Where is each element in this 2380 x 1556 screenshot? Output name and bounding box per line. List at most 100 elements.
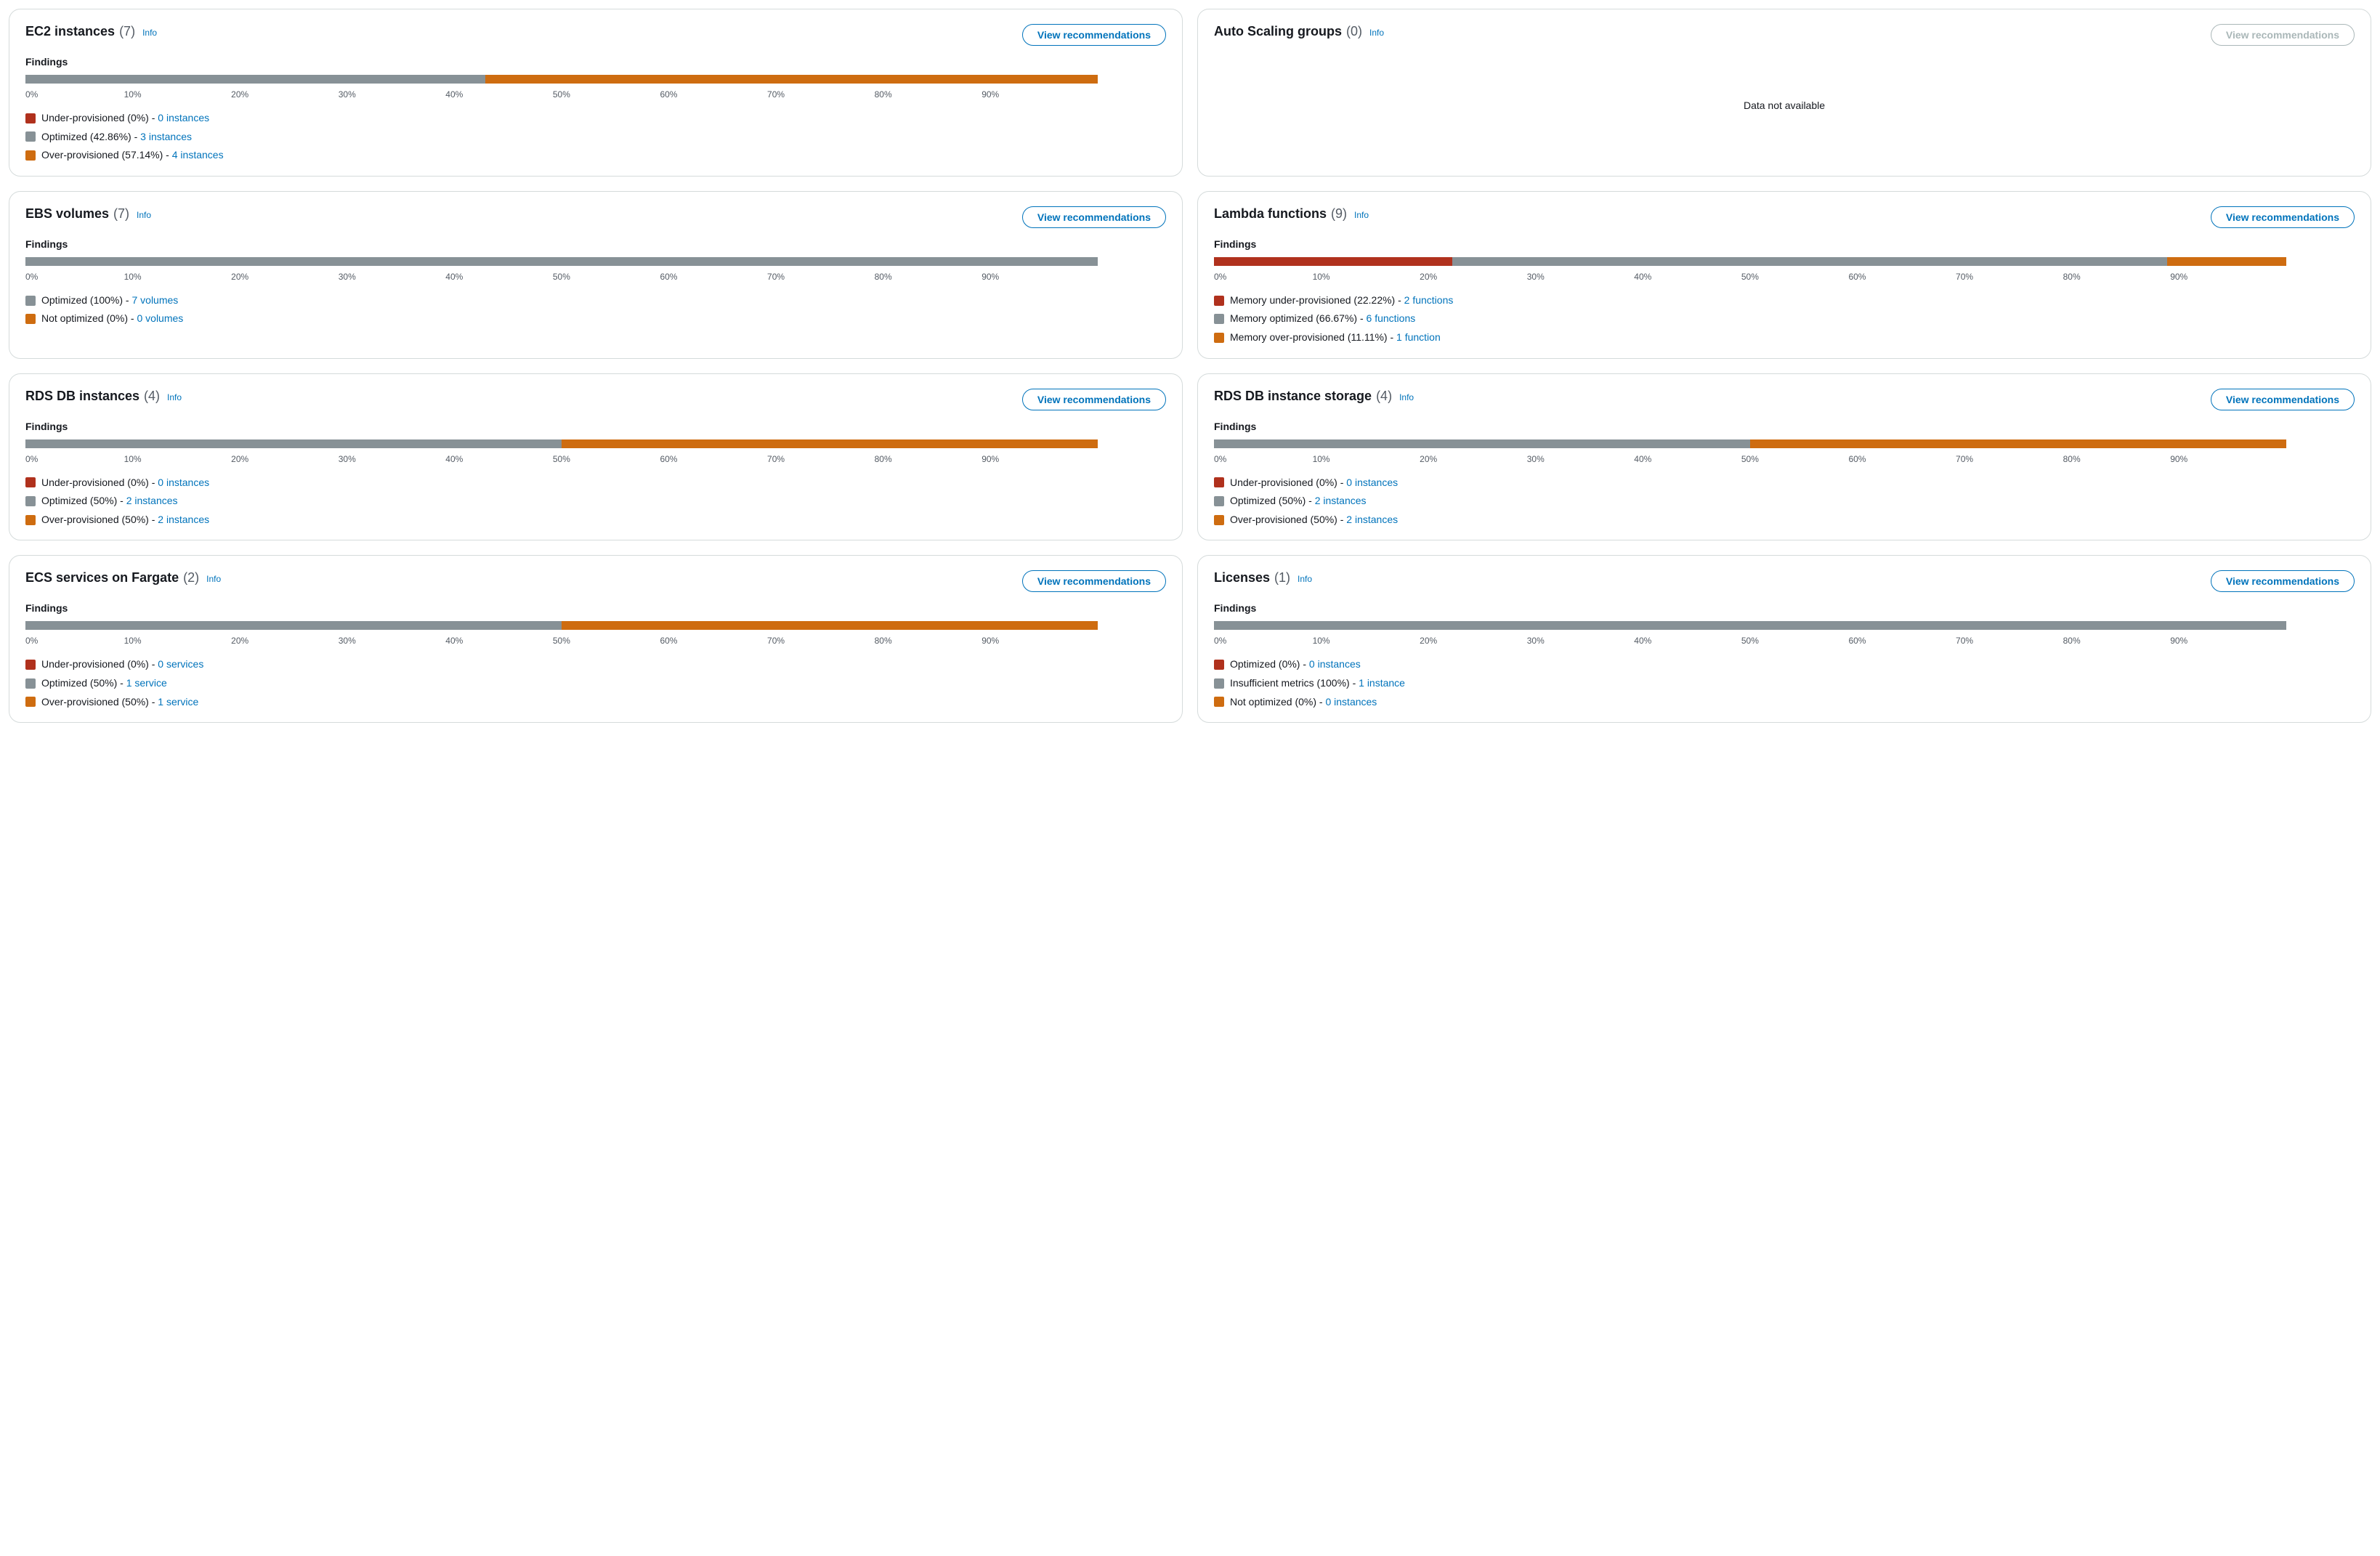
legend-swatch	[25, 697, 36, 707]
card-ec2-instances: EC2 instances(7)InfoView recommendations…	[9, 9, 1183, 177]
card-auto-scaling-groups: Auto Scaling groups(0)InfoView recommend…	[1197, 9, 2371, 177]
info-link[interactable]: Info	[1354, 210, 1369, 220]
legend-row: Over-provisioned (57.14%) - 4 instances	[25, 148, 1166, 163]
axis-tick: 80%	[2063, 636, 2081, 646]
card-count: (1)	[1274, 570, 1290, 585]
axis-tick: 30%	[339, 272, 356, 282]
legend-label: Under-provisioned (0%) -	[41, 477, 158, 488]
axis-tick: 0%	[1214, 454, 1226, 464]
legend-link[interactable]: 4 instances	[172, 149, 224, 161]
axis-tick: 30%	[1527, 272, 1545, 282]
legend-text: Under-provisioned (0%) - 0 instances	[1230, 476, 1398, 490]
legend-link[interactable]: 3 instances	[140, 131, 192, 142]
axis-tick: 60%	[1848, 454, 1866, 464]
view-recommendations-button[interactable]: View recommendations	[2211, 206, 2355, 228]
legend-link[interactable]: 0 instances	[1309, 658, 1361, 670]
legend-label: Not optimized (0%) -	[41, 312, 137, 324]
card-count: (7)	[113, 206, 129, 222]
findings-bar	[25, 75, 1098, 84]
axis-tick: 60%	[1848, 272, 1866, 282]
legend-link[interactable]: 0 instances	[158, 112, 209, 123]
info-link[interactable]: Info	[206, 574, 221, 584]
view-recommendations-button[interactable]: View recommendations	[1022, 389, 1166, 410]
legend-link[interactable]: 2 instances	[1346, 514, 1398, 525]
card-rds-db-instances: RDS DB instances(4)InfoView recommendati…	[9, 373, 1183, 541]
legend-link[interactable]: 2 functions	[1404, 294, 1454, 306]
info-link[interactable]: Info	[142, 28, 157, 38]
legend-link[interactable]: 1 service	[158, 696, 198, 708]
legend: Under-provisioned (0%) - 0 servicesOptim…	[25, 657, 1166, 709]
view-recommendations-button[interactable]: View recommendations	[2211, 389, 2355, 410]
legend-row: Memory optimized (66.67%) - 6 functions	[1214, 312, 2355, 326]
bar-axis: 0%10%20%30%40%50%60%70%80%90%	[1214, 451, 2286, 469]
info-link[interactable]: Info	[1399, 392, 1414, 402]
legend-link[interactable]: 6 functions	[1367, 312, 1416, 324]
legend-link[interactable]: 1 service	[126, 677, 167, 689]
view-recommendations-button[interactable]: View recommendations	[1022, 570, 1166, 592]
legend-link[interactable]: 2 instances	[126, 495, 178, 506]
legend-link[interactable]: 2 instances	[1315, 495, 1367, 506]
legend-label: Over-provisioned (57.14%) -	[41, 149, 172, 161]
findings-label: Findings	[1214, 421, 2355, 432]
legend-link[interactable]: 2 instances	[158, 514, 209, 525]
legend-row: Over-provisioned (50%) - 2 instances	[25, 513, 1166, 527]
axis-tick: 20%	[1420, 454, 1437, 464]
legend-link[interactable]: 0 instances	[158, 477, 209, 488]
axis-tick: 30%	[339, 89, 356, 100]
legend: Under-provisioned (0%) - 0 instancesOpti…	[25, 111, 1166, 163]
legend-swatch	[25, 296, 36, 306]
card-header: Lambda functions(9)InfoView recommendati…	[1214, 206, 2355, 228]
card-count: (2)	[183, 570, 199, 585]
legend-link[interactable]: 7 volumes	[131, 294, 178, 306]
legend-label: Memory optimized (66.67%) -	[1230, 312, 1367, 324]
legend-label: Not optimized (0%) -	[1230, 696, 1325, 708]
axis-tick: 0%	[25, 272, 38, 282]
view-recommendations-button[interactable]: View recommendations	[1022, 206, 1166, 228]
legend-label: Under-provisioned (0%) -	[1230, 477, 1346, 488]
view-recommendations-button[interactable]: View recommendations	[1022, 24, 1166, 46]
axis-tick: 60%	[660, 89, 677, 100]
legend-row: Not optimized (0%) - 0 instances	[1214, 695, 2355, 710]
axis-tick: 80%	[875, 636, 892, 646]
axis-tick: 10%	[1313, 454, 1330, 464]
legend-link[interactable]: 1 function	[1396, 331, 1441, 343]
card-header: ECS services on Fargate(2)InfoView recom…	[25, 570, 1166, 592]
legend-link[interactable]: 0 services	[158, 658, 203, 670]
bar-segment	[25, 439, 562, 448]
axis-tick: 40%	[1634, 272, 1651, 282]
axis-tick: 10%	[124, 272, 142, 282]
card-header: EBS volumes(7)InfoView recommendations	[25, 206, 1166, 228]
card-header: Licenses(1)InfoView recommendations	[1214, 570, 2355, 592]
legend-swatch	[1214, 314, 1224, 324]
axis-tick: 50%	[1741, 454, 1759, 464]
info-link[interactable]: Info	[1369, 28, 1384, 38]
bar-segment	[25, 257, 1098, 266]
findings-label: Findings	[1214, 602, 2355, 614]
bar-segment	[562, 439, 1098, 448]
legend-link[interactable]: 1 instance	[1359, 677, 1405, 689]
legend-swatch	[25, 314, 36, 324]
info-link[interactable]: Info	[167, 392, 182, 402]
legend-link[interactable]: 0 instances	[1325, 696, 1377, 708]
bar-axis: 0%10%20%30%40%50%60%70%80%90%	[25, 633, 1098, 650]
legend-label: Over-provisioned (50%) -	[1230, 514, 1346, 525]
legend: Memory under-provisioned (22.22%) - 2 fu…	[1214, 293, 2355, 345]
view-recommendations-button[interactable]: View recommendations	[2211, 570, 2355, 592]
axis-tick: 0%	[25, 89, 38, 100]
legend-row: Optimized (42.86%) - 3 instances	[25, 130, 1166, 145]
legend-text: Under-provisioned (0%) - 0 services	[41, 657, 203, 672]
legend-text: Optimized (100%) - 7 volumes	[41, 293, 178, 308]
legend-label: Over-provisioned (50%) -	[41, 696, 158, 708]
legend-link[interactable]: 0 volumes	[137, 312, 183, 324]
legend-text: Memory over-provisioned (11.11%) - 1 fun…	[1230, 331, 1441, 345]
legend-link[interactable]: 0 instances	[1346, 477, 1398, 488]
findings-label: Findings	[25, 421, 1166, 432]
findings-label: Findings	[25, 238, 1166, 250]
legend: Optimized (100%) - 7 volumes Not optimize…	[25, 293, 1166, 326]
legend: Under-provisioned (0%) - 0 instancesOpti…	[25, 476, 1166, 527]
info-link[interactable]: Info	[1298, 574, 1312, 584]
axis-tick: 20%	[231, 454, 248, 464]
bar-axis: 0%10%20%30%40%50%60%70%80%90%	[25, 451, 1098, 469]
bar-axis: 0%10%20%30%40%50%60%70%80%90%	[1214, 269, 2286, 286]
info-link[interactable]: Info	[137, 210, 151, 220]
